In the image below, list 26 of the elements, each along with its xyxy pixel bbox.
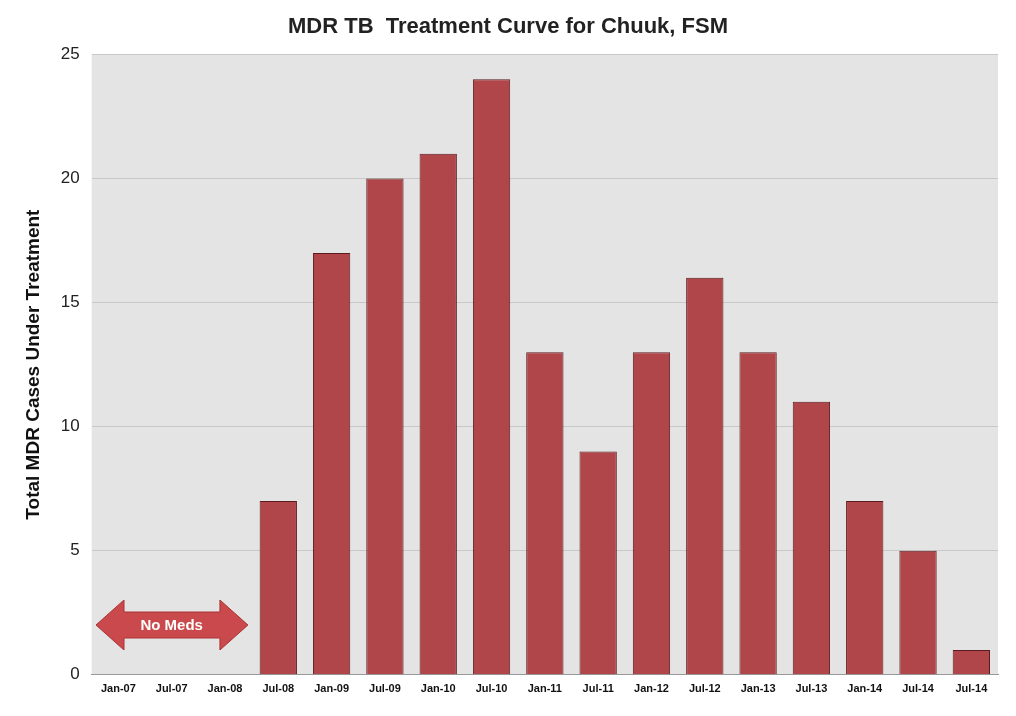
x-tick-label: Jan-08 <box>207 682 243 695</box>
y-tick-label: 0 <box>70 664 80 684</box>
y-tick-label: 10 <box>60 416 80 436</box>
x-tick-label: Jul-12 <box>688 682 721 695</box>
y-tick-label: 15 <box>60 292 80 312</box>
y-axis-title: Total MDR Cases Under Treatment <box>21 208 43 520</box>
x-tick-label: Jan-14 <box>847 682 884 695</box>
x-tick-label: Jan-11 <box>527 682 562 695</box>
x-tick-label: Jan-12 <box>634 682 669 695</box>
x-tick-label: Jan-07 <box>100 682 136 695</box>
y-tick-label: 25 <box>60 44 80 64</box>
y-tick-label: 20 <box>60 168 80 188</box>
annotation: No Meds <box>139 615 204 633</box>
x-tick-label: Jul-13 <box>795 682 828 695</box>
x-tick-label: Jul-08 <box>262 682 295 695</box>
x-tick-label: Jul-09 <box>369 682 401 695</box>
x-tick-label: Jul-07 <box>155 682 188 695</box>
x-tick-label: Jan-10 <box>420 682 456 695</box>
x-tick-label: Jan-13 <box>740 682 776 695</box>
chart-title: MDR TB Treatment Curve for Chuuk, FSM <box>287 13 729 39</box>
x-tick-label: Jul-14 <box>955 682 989 695</box>
x-tick-label: Jul-10 <box>475 682 508 695</box>
y-tick-label: 5 <box>70 540 80 560</box>
x-tick-label: Jan-09 <box>314 682 350 695</box>
x-tick-label: Jul-14 <box>902 682 935 695</box>
x-tick-label: Jul-11 <box>582 682 614 695</box>
